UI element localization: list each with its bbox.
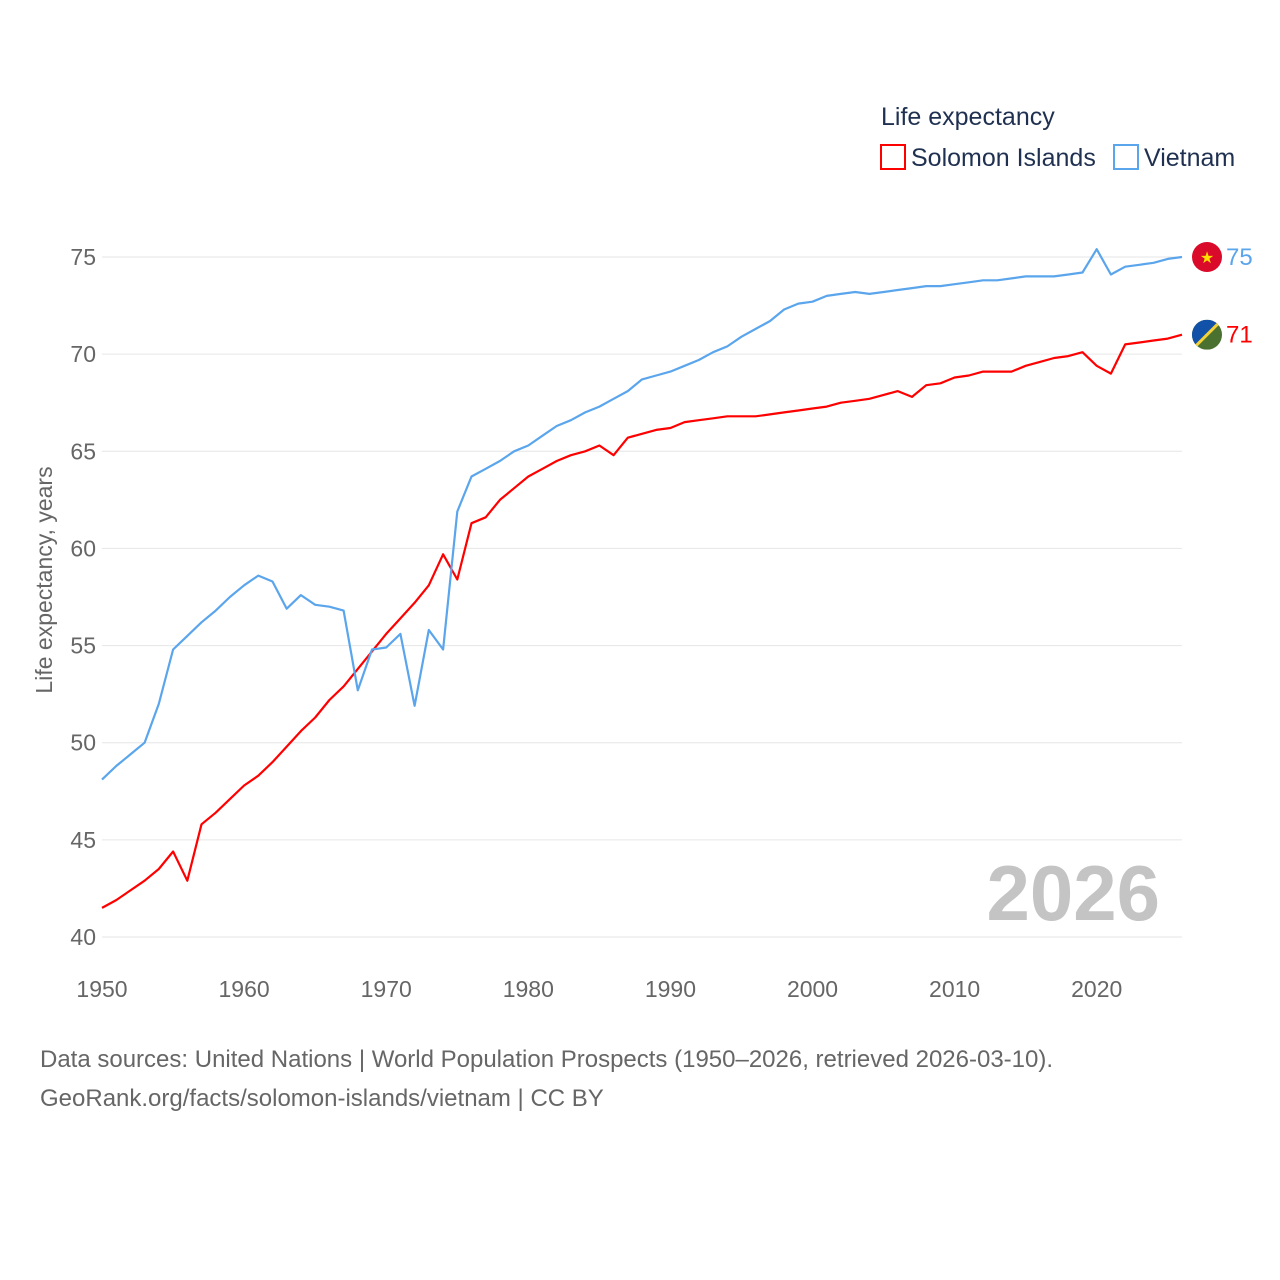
series-lines — [101, 248, 1183, 909]
flag-stripe — [1192, 319, 1222, 350]
legend-item-vietnam[interactable]: Vietnam — [1113, 144, 1235, 172]
flag-solomon-islands-icon — [1192, 319, 1222, 350]
end-value-label: 71 — [1226, 322, 1253, 349]
flag-vietnam-icon: ★ — [1192, 242, 1222, 272]
y-tick-label: 40 — [70, 924, 96, 950]
legend-swatch — [1113, 144, 1139, 170]
end-value-label: 75 — [1226, 244, 1253, 271]
y-tick-label: 60 — [70, 535, 96, 561]
flag-circle — [1192, 242, 1222, 272]
series-line-solomon-islands — [101, 333, 1183, 909]
y-tick-label: 75 — [70, 244, 96, 270]
star-icon: ★ — [1200, 250, 1214, 267]
y-tick-label: 45 — [70, 827, 96, 853]
legend-label: Solomon Islands — [911, 144, 1096, 172]
x-tick-label: 1950 — [76, 976, 127, 1002]
y-tick-label: 70 — [70, 341, 96, 367]
x-tick-label: 1980 — [503, 976, 554, 1002]
series-line-vietnam — [101, 248, 1183, 781]
source-line-1: Data sources: United Nations | World Pop… — [40, 1046, 1054, 1073]
x-tick-label: 2010 — [929, 976, 980, 1002]
x-axis-ticks: 1950 1960 1970 1980 1990 2000 2010 2020 — [76, 976, 1122, 1002]
legend-item-solomon-islands[interactable]: Solomon Islands — [880, 144, 1096, 172]
legend-swatch — [880, 144, 906, 170]
x-tick-label: 1990 — [645, 976, 696, 1002]
x-tick-label: 2020 — [1071, 976, 1122, 1002]
source-line-2[interactable]: GeoRank.org/facts/solomon-islands/vietna… — [40, 1085, 604, 1112]
x-tick-label: 2000 — [787, 976, 838, 1002]
gridlines — [102, 256, 1182, 938]
flag-body — [1192, 319, 1222, 350]
year-watermark: 2026 — [986, 849, 1160, 937]
y-axis-label: Life expectancy, years — [31, 466, 57, 693]
x-tick-label: 1970 — [361, 976, 412, 1002]
y-tick-label: 55 — [70, 633, 96, 659]
y-tick-label: 65 — [70, 438, 96, 464]
x-tick-label: 1960 — [219, 976, 270, 1002]
legend-label: Vietnam — [1144, 144, 1235, 172]
series-end-markers: 71 ★ 75 — [1192, 242, 1253, 350]
y-axis-ticks: 40 45 50 55 60 65 70 75 — [70, 244, 96, 950]
y-tick-label: 50 — [70, 730, 96, 756]
legend-title: Life expectancy — [881, 103, 1055, 131]
